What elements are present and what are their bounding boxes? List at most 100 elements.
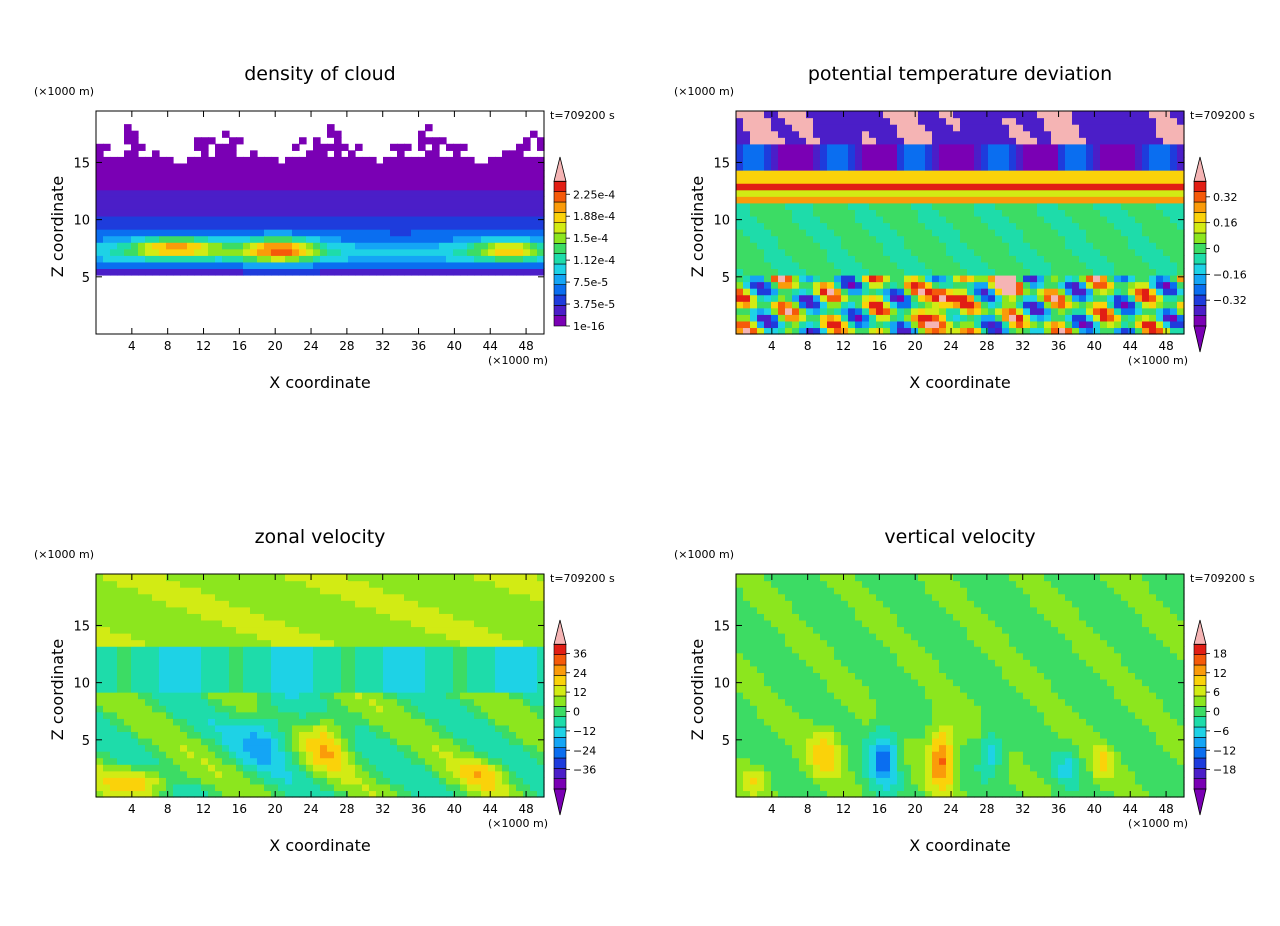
heatmap-cell (96, 652, 104, 660)
heatmap-cell (848, 314, 856, 322)
heatmap-cell (96, 143, 104, 151)
heatmap-cell (264, 248, 272, 256)
heatmap-cell (1177, 307, 1185, 315)
heatmap-cell (327, 698, 335, 706)
heatmap-cell (264, 639, 272, 647)
heatmap-cell (453, 235, 461, 243)
heatmap-cell (124, 659, 132, 667)
heatmap-cell (229, 783, 237, 792)
heatmap-cell (827, 209, 835, 217)
heatmap-cell (222, 777, 230, 785)
heatmap-cell (348, 150, 356, 158)
heatmap-cell (306, 150, 314, 158)
heatmap-cell (271, 711, 279, 719)
heatmap-cell (243, 724, 251, 733)
heatmap-cell (516, 156, 524, 165)
heatmap-cell (222, 764, 230, 772)
heatmap-cell (918, 170, 926, 178)
heatmap-cell (173, 183, 181, 191)
heatmap-cell (736, 137, 744, 145)
heatmap-cell (1177, 261, 1185, 270)
heatmap-cell (446, 215, 454, 224)
heatmap-cell (904, 281, 912, 289)
heatmap-cell (988, 183, 996, 191)
heatmap-cell (792, 281, 800, 289)
heatmap-cell (439, 170, 447, 178)
heatmap-cell (516, 176, 524, 184)
heatmap-cell (502, 248, 510, 256)
heatmap-cell (1037, 274, 1045, 283)
heatmap-cell (348, 783, 356, 792)
heatmap-cell (841, 176, 849, 184)
heatmap-cell (1163, 111, 1171, 119)
heatmap-cell (292, 606, 300, 614)
heatmap-cell (348, 764, 356, 772)
heatmap-cell (229, 718, 237, 726)
heatmap-cell (383, 189, 391, 197)
heatmap-cell (1114, 196, 1122, 204)
heatmap-cell (946, 196, 954, 204)
heatmap-cell (117, 685, 125, 693)
heatmap-cell (208, 731, 216, 739)
heatmap-cell (271, 209, 279, 217)
heatmap-cell (320, 580, 328, 588)
heatmap-cell (306, 718, 314, 726)
heatmap-cell (516, 229, 524, 237)
heatmap-cell (159, 751, 167, 759)
heatmap-cell (264, 580, 272, 588)
heatmap-cell (292, 580, 300, 588)
heatmap-cell (904, 229, 912, 237)
heatmap-cell (883, 183, 891, 191)
heatmap-cell (495, 235, 503, 243)
colorbar-label: 7.5e-5 (573, 276, 608, 289)
heatmap-cell (180, 196, 188, 204)
heatmap-cell (516, 261, 524, 270)
heatmap-cell (369, 593, 377, 601)
heatmap-cell (995, 301, 1003, 309)
heatmap-cell (348, 757, 356, 765)
heatmap-cell (869, 320, 877, 329)
heatmap-cell (383, 685, 391, 693)
heatmap-cell (306, 209, 314, 217)
heatmap-cell (257, 678, 265, 687)
heatmap-cell (1058, 150, 1066, 158)
heatmap-cell (299, 255, 307, 263)
heatmap-cell (799, 124, 807, 132)
heatmap-cell (152, 744, 160, 752)
heatmap-cell (495, 170, 503, 178)
heatmap-cell (1016, 314, 1024, 322)
heatmap-cell (299, 606, 307, 614)
heatmap-cell (771, 255, 779, 263)
heatmap-cell (131, 718, 139, 726)
heatmap-cell (194, 751, 202, 759)
heatmap-cell (785, 314, 793, 322)
heatmap-cell (103, 757, 111, 765)
heatmap-cell (285, 790, 293, 798)
heatmap-cell (271, 215, 279, 224)
heatmap-cell (341, 783, 349, 792)
heatmap-cell (897, 196, 905, 204)
heatmap-cell (855, 314, 863, 322)
heatmap-cell (841, 248, 849, 256)
heatmap-cell (834, 274, 842, 283)
heatmap-cell (334, 678, 342, 687)
heatmap-cell (974, 215, 982, 224)
heatmap-cell (411, 156, 419, 165)
heatmap-cell (1149, 156, 1157, 165)
heatmap-cell (145, 718, 153, 726)
heatmap-cell (159, 724, 167, 733)
heatmap-cell (292, 770, 300, 778)
heatmap-cell (194, 659, 202, 667)
heatmap-cell (488, 248, 496, 256)
heatmap-cell (327, 718, 335, 726)
heatmap-cell (502, 183, 510, 191)
heatmap-cell (278, 255, 286, 263)
heatmap-cell (138, 639, 146, 647)
heatmap-cell (537, 222, 545, 230)
heatmap-cell (757, 229, 765, 237)
heatmap-cell (1086, 124, 1094, 132)
heatmap-cell (369, 633, 377, 641)
heatmap-cell (299, 229, 307, 237)
heatmap-cell (369, 156, 377, 165)
heatmap-cell (194, 580, 202, 588)
